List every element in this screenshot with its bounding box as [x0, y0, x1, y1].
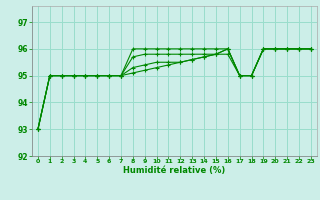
X-axis label: Humidité relative (%): Humidité relative (%) [123, 166, 226, 175]
